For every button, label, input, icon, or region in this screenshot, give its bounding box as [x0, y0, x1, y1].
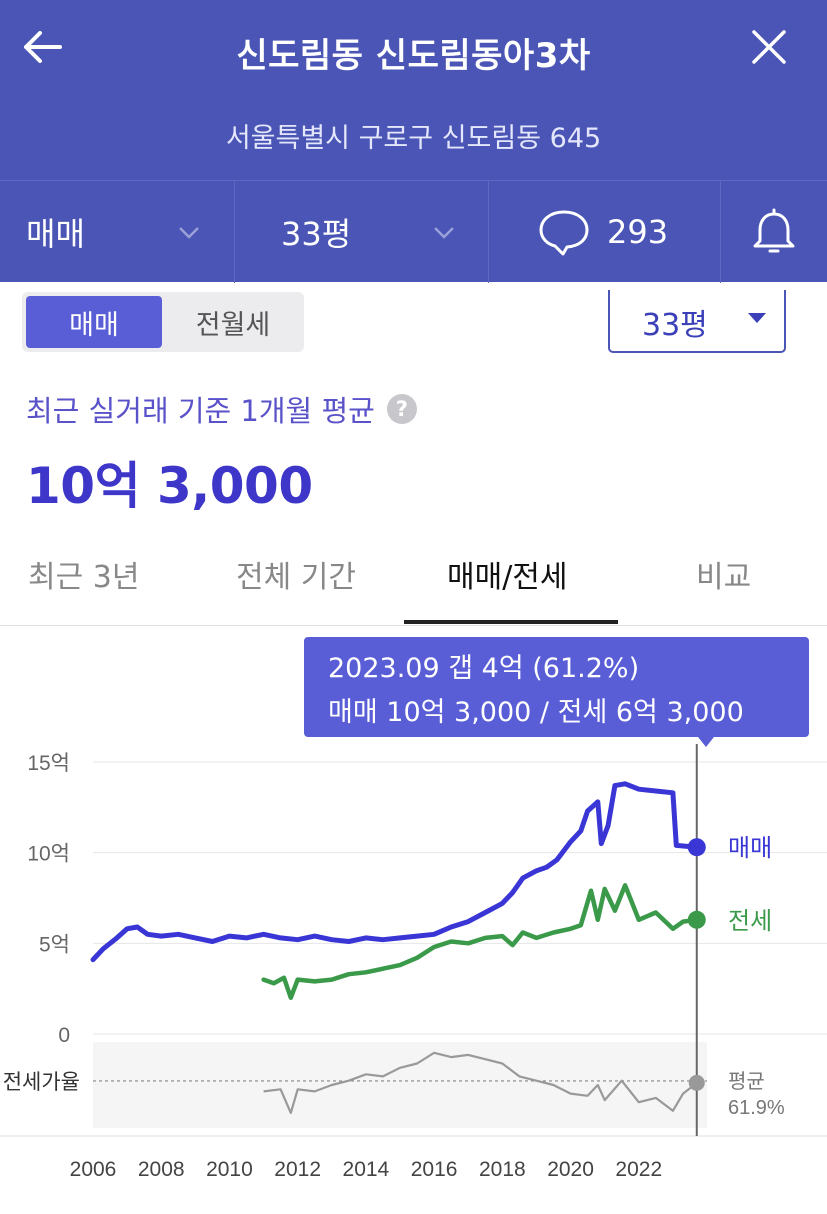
y-tick-label: 5억 [39, 933, 70, 956]
tab-sale-jeonse[interactable]: 매매/전세 [447, 560, 568, 595]
x-tick-label: 2008 [138, 1158, 185, 1181]
sale-end-label: 매매 [728, 834, 772, 862]
comment-count: 293 [607, 213, 669, 251]
ratio-average-label: 평균 [728, 1069, 765, 1093]
chart-tooltip: 2023.09 갭 4억 (61.2%) 매매 10억 3,000 / 전세 6… [304, 637, 809, 737]
y-tick-label: 15억 [27, 752, 70, 775]
x-tick-label: 2012 [274, 1158, 321, 1181]
trade-type-dropdown[interactable]: 매매 [0, 181, 234, 283]
area-select-value: 33평 [642, 308, 708, 343]
trade-type-toggle: 매매 전월세 [22, 292, 304, 352]
x-tick-label: 2018 [479, 1158, 526, 1181]
area-label: 33평 [281, 215, 352, 253]
ratio-average-value: 61.9% [728, 1097, 785, 1119]
back-arrow-icon[interactable] [18, 22, 68, 72]
tab-all-period[interactable]: 전체 기간 [236, 560, 356, 595]
app-header: 신도림동 신도림동아3차 서울특별시 구로구 신도림동 645 매매 33평 2… [0, 0, 827, 283]
filter-bar: 매매 33평 293 [0, 180, 827, 283]
ratio-series-line [263, 1051, 698, 1114]
address: 서울특별시 구로구 신도림동 645 [225, 123, 602, 154]
jeonse-end-marker [687, 910, 706, 929]
page-title: 신도림동 신도림동아3차 [236, 36, 591, 76]
x-tick-label: 2022 [615, 1158, 662, 1181]
comments-button[interactable]: 293 [488, 181, 720, 283]
x-tick-label: 2020 [547, 1158, 594, 1181]
area-dropdown[interactable]: 33평 [234, 181, 488, 283]
sale-end-marker [687, 838, 706, 857]
tooltip-gap: 2023.09 갭 4억 (61.2%) [328, 653, 640, 684]
bell-icon [753, 208, 795, 253]
x-tick-label: 2014 [343, 1158, 390, 1181]
tooltip-prices: 매매 10억 3,000 / 전세 6억 3,000 [328, 697, 744, 728]
toggle-sale[interactable]: 매매 [26, 296, 162, 348]
speech-bubble-icon [539, 210, 589, 256]
jeonse-series-line [261, 883, 700, 1000]
caret-down-icon [748, 313, 766, 323]
sale-series-line [90, 781, 700, 963]
toggle-rent[interactable]: 전월세 [195, 309, 271, 341]
y-tick-label: 0 [58, 1024, 70, 1047]
notification-button[interactable] [720, 181, 827, 283]
tooltip-arrow [698, 737, 714, 747]
tab-recent-3y[interactable]: 최근 3년 [28, 560, 140, 595]
x-tick-label: 2010 [206, 1158, 253, 1181]
ratio-band [93, 1042, 707, 1128]
area-select[interactable]: 33평 [608, 290, 786, 353]
price-chart[interactable]: 0 5억 10억 15억 2006 2008 2010 2012 2014 2016 2018 202… [0, 626, 827, 1214]
x-tick-label: 2016 [411, 1158, 458, 1181]
average-label-text: 최근 실거래 기준 1개월 평균 [26, 394, 375, 428]
ratio-label: 전세가율 [3, 1070, 80, 1094]
chart-tabs: 최근 3년 전체 기간 매매/전세 비교 [0, 530, 827, 626]
help-icon[interactable]: ? [386, 394, 417, 424]
ratio-end-marker [688, 1074, 705, 1091]
jeonse-end-label: 전세 [728, 907, 772, 935]
tab-compare[interactable]: 비교 [696, 560, 752, 595]
tab-active-indicator [404, 620, 618, 624]
close-icon[interactable] [744, 22, 794, 72]
trade-type-label: 매매 [26, 215, 85, 253]
average-price: 10억 3,000 [26, 457, 313, 515]
average-label: 최근 실거래 기준 1개월 평균 ? [26, 388, 417, 430]
chevron-down-icon [179, 227, 199, 239]
chevron-down-icon [434, 227, 454, 239]
y-tick-label: 10억 [27, 843, 70, 866]
x-tick-label: 2006 [70, 1158, 117, 1181]
